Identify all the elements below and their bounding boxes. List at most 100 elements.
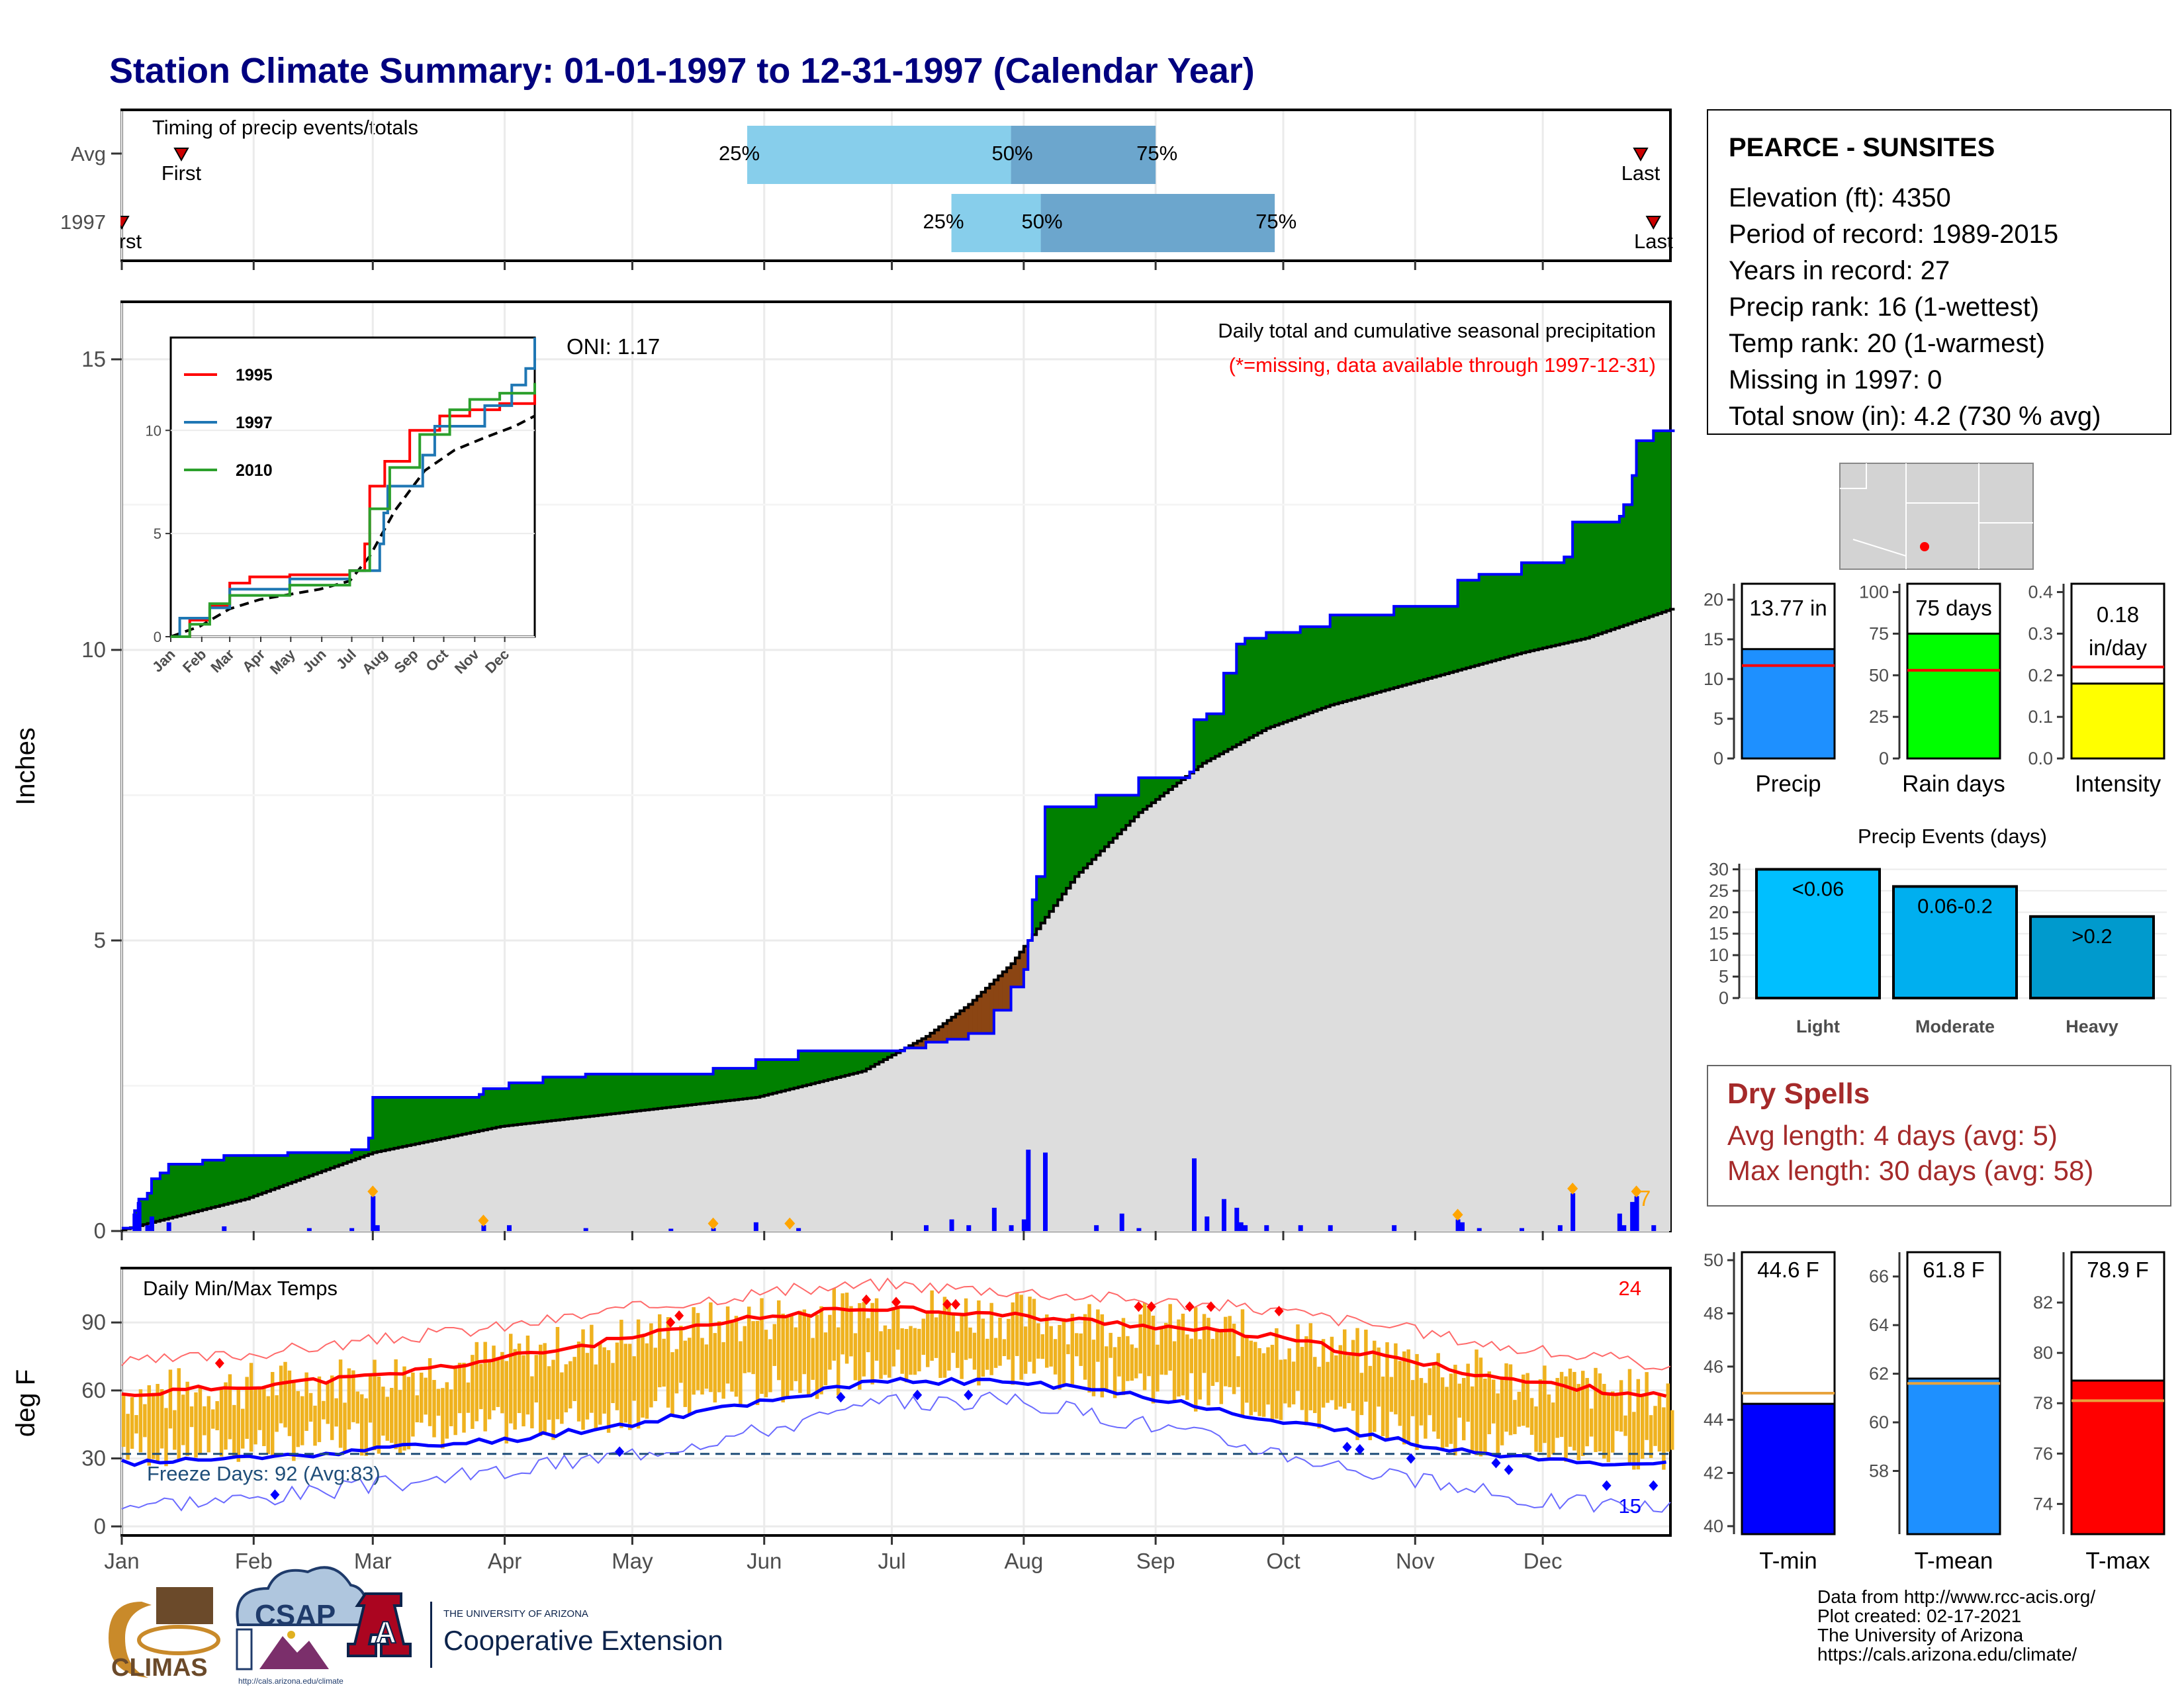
precip-surplus-fill: [1224, 673, 1229, 752]
daily-temp-range-bar: [1011, 1302, 1015, 1385]
precip-surplus-fill: [1551, 563, 1557, 647]
daily-temp-range-bar: [1210, 1338, 1215, 1387]
precip-surplus-fill: [1308, 626, 1314, 713]
daily-temp-range-bar: [1040, 1334, 1045, 1359]
daily-temp-range-bar: [381, 1387, 385, 1436]
precip-surplus-fill: [585, 1074, 590, 1117]
daily-temp-range-bar: [1623, 1415, 1627, 1436]
daily-temp-range-bar: [696, 1312, 700, 1391]
month-label: Sep: [1136, 1549, 1175, 1573]
daily-temp-range-bar: [479, 1363, 483, 1410]
precip-surplus-fill: [522, 1083, 527, 1124]
precip-surplus-fill: [862, 1050, 867, 1072]
precip-surplus-fill: [351, 1150, 357, 1161]
precip-surplus-fill: [1649, 440, 1654, 617]
daily-temp-range-bar: [713, 1333, 717, 1403]
hot-day-marker: [862, 1294, 871, 1305]
daily-temp-range-bar: [985, 1338, 989, 1370]
daily-temp-range-bar: [688, 1338, 692, 1414]
last-event-marker: [1633, 148, 1649, 162]
daily-temp-range-bar: [896, 1306, 900, 1350]
daily-temp-range-bar: [1657, 1393, 1662, 1452]
temp-bar-ytick-label: 48: [1704, 1303, 1723, 1323]
precip-surplus-fill: [1087, 807, 1093, 864]
daily-temp-range-bar: [1019, 1295, 1023, 1380]
daily-temp-range-bar: [373, 1359, 377, 1451]
daily-temp-range-bar: [576, 1341, 581, 1422]
inset-series-line: [171, 383, 536, 638]
temp-bar-ytick-label: 82: [2033, 1293, 2053, 1312]
precip-surplus-fill: [466, 1097, 471, 1134]
daily-temp-range-bar: [632, 1356, 636, 1401]
daily-temp-range-bar: [819, 1306, 823, 1394]
timing-p50-label: 50%: [1022, 210, 1063, 233]
precip-surplus-fill: [760, 1059, 765, 1097]
precip-surplus-fill: [360, 1150, 365, 1158]
precip-surplus-fill: [436, 1097, 441, 1140]
inset-series-line: [171, 391, 536, 638]
first-label: First: [161, 161, 202, 185]
precip-surplus-fill: [560, 1077, 565, 1120]
daily-temp-range-bar: [1636, 1379, 1641, 1470]
daily-temp-range-bar: [1121, 1318, 1126, 1395]
precip-surplus-fill: [1436, 606, 1441, 676]
precip-surplus-fill: [641, 1074, 646, 1111]
precip-surplus-fill: [283, 1155, 289, 1185]
daily-temp-range-bar: [245, 1377, 249, 1439]
precip-surplus-fill: [1445, 606, 1450, 674]
daily-temp-range-bar: [977, 1300, 981, 1386]
daily-temp-range-bar: [862, 1302, 866, 1377]
daily-temp-range-bar: [755, 1320, 760, 1405]
daily-temp-range-bar: [1666, 1383, 1670, 1452]
precip-deficit-fill: [1007, 968, 1012, 1011]
daily-temp-range-bar: [615, 1342, 619, 1410]
temp-bar-ytick-label: 58: [1869, 1461, 1889, 1481]
events-bar-label: Moderate: [1915, 1017, 1995, 1036]
precip-deficit-fill: [964, 1007, 969, 1040]
precip-surplus-fill: [823, 1050, 829, 1081]
precip-surplus-fill: [730, 1068, 735, 1101]
events-ytick-label: 20: [1709, 902, 1729, 922]
precip-deficit-fill: [930, 1033, 935, 1042]
daily-temp-range-bar: [543, 1343, 547, 1436]
daily-temp-range-bar: [1449, 1373, 1453, 1444]
daily-temp-range-bar: [1445, 1387, 1449, 1447]
precip-surplus-fill: [1627, 504, 1633, 624]
precip-surplus-fill: [424, 1097, 429, 1142]
precip-surplus-fill: [1156, 778, 1161, 800]
daily-temp-range-bar: [1389, 1377, 1394, 1412]
events-ytick-label: 25: [1709, 881, 1729, 901]
precip-surplus-fill: [1641, 440, 1646, 619]
precip-surplus-fill: [394, 1097, 399, 1148]
precip-surplus-fill: [849, 1050, 854, 1075]
daily-temp-range-bar: [1296, 1324, 1300, 1391]
daily-precip-bar: [222, 1226, 227, 1231]
daily-temp-range-bar: [241, 1408, 245, 1449]
daily-temp-range-bar: [930, 1290, 934, 1361]
hot-day-marker: [666, 1317, 676, 1328]
daily-temp-range-bar: [1351, 1340, 1355, 1411]
daily-temp-range-bar: [981, 1318, 985, 1377]
precip-surplus-fill: [496, 1088, 501, 1128]
precip-surplus-fill: [206, 1160, 212, 1209]
precip-surplus-fill: [296, 1152, 301, 1181]
daily-temp-range-bar: [734, 1316, 739, 1397]
month-label: Nov: [1396, 1549, 1435, 1573]
snow-marker: [707, 1217, 719, 1230]
daily-temp-range-bar: [1410, 1380, 1415, 1416]
precip-surplus-fill: [1475, 580, 1480, 666]
precip-ytick-label: 15: [81, 347, 106, 371]
csap-url-text: http://cals.arizona.edu/climate: [238, 1676, 343, 1686]
daily-temp-range-bar: [462, 1363, 466, 1433]
precip-surplus-fill: [1206, 713, 1212, 761]
precip-surplus-fill: [1045, 807, 1050, 917]
daily-temp-range-bar: [351, 1370, 355, 1422]
precip-deficit-fill: [926, 1036, 931, 1042]
precip-surplus-fill: [1105, 795, 1110, 847]
daily-temp-range-bar: [1649, 1415, 1653, 1459]
precip-deficit-fill: [1019, 952, 1024, 987]
daily-temp-range-bar: [730, 1320, 734, 1392]
daily-precip-bar: [166, 1222, 171, 1231]
daily-temp-range-bar: [560, 1372, 564, 1424]
precip-surplus-fill: [1589, 522, 1594, 637]
